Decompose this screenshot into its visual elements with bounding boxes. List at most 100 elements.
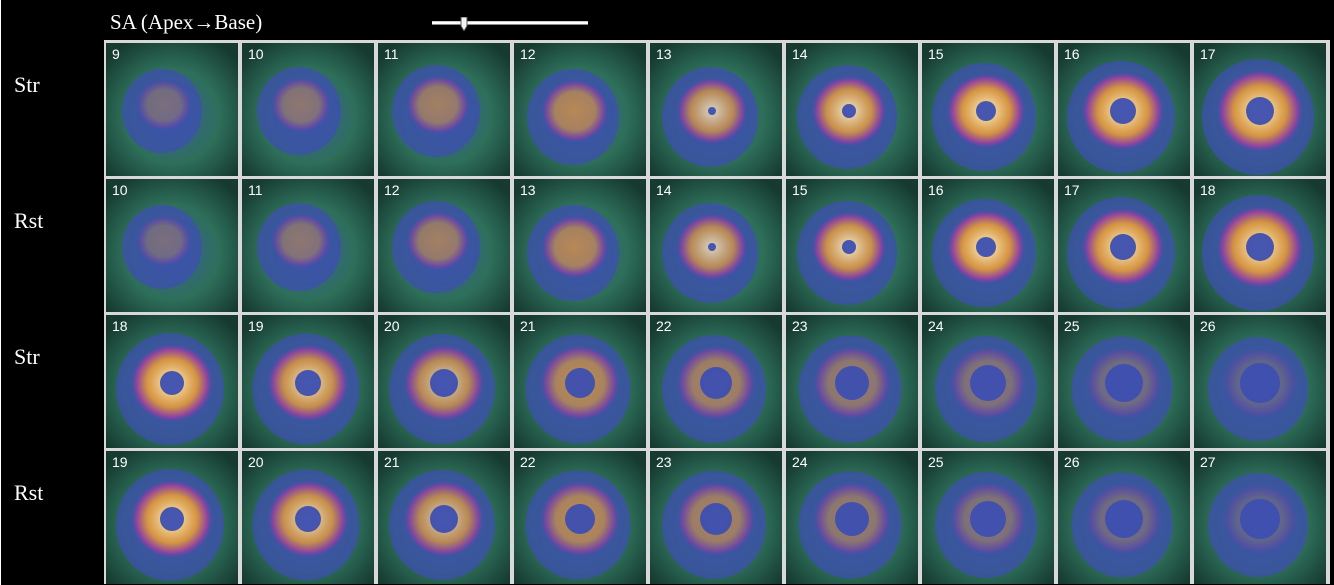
slice-tile-stress-2-26[interactable]: 26 xyxy=(1194,315,1326,448)
slice-tile-stress-2-18[interactable]: 18 xyxy=(106,315,238,448)
myocardium-image xyxy=(242,315,374,448)
slice-tile-rest-1-10[interactable]: 10 xyxy=(106,179,238,312)
slice-number: 26 xyxy=(1064,454,1080,470)
myocardium-image xyxy=(106,179,238,312)
window-edge xyxy=(0,0,1,585)
myocardium-image xyxy=(1194,315,1326,448)
row-label-stress-1: Str xyxy=(14,72,40,97)
slice-number: 16 xyxy=(1064,46,1080,62)
myocardium-image xyxy=(1194,451,1326,584)
slice-number: 10 xyxy=(112,182,128,198)
slice-tile-rest-1-14[interactable]: 14 xyxy=(650,179,782,312)
myocardium-image xyxy=(514,43,646,176)
slice-number: 12 xyxy=(384,182,400,198)
slice-number: 26 xyxy=(1200,318,1216,334)
slice-number: 23 xyxy=(792,318,808,334)
header-bar: SA (Apex→Base) xyxy=(102,8,1328,38)
slice-tile-stress-2-23[interactable]: 23 xyxy=(786,315,918,448)
myocardium-image xyxy=(922,179,1054,312)
slice-tile-rest-1-15[interactable]: 15 xyxy=(786,179,918,312)
myocardium-image xyxy=(378,43,510,176)
myocardium-image xyxy=(786,179,918,312)
slice-number: 22 xyxy=(656,318,672,334)
slice-number: 19 xyxy=(112,454,128,470)
slice-tile-rest-2-19[interactable]: 19 xyxy=(106,451,238,584)
slice-tile-stress-1-17[interactable]: 17 xyxy=(1194,43,1326,176)
slider-thumb-icon[interactable] xyxy=(460,17,468,31)
myocardium-image xyxy=(378,315,510,448)
slice-tile-stress-2-25[interactable]: 25 xyxy=(1058,315,1190,448)
slice-number: 24 xyxy=(792,454,808,470)
slice-tile-stress-2-22[interactable]: 22 xyxy=(650,315,782,448)
slice-number: 13 xyxy=(520,182,536,198)
myocardium-image xyxy=(1058,315,1190,448)
myocardium-image xyxy=(242,451,374,584)
slider-track[interactable] xyxy=(432,21,588,25)
slice-tile-rest-2-25[interactable]: 25 xyxy=(922,451,1054,584)
slice-grid: 9 10 11 12 13 14 15 16 17 10 11 12 13 14 15 16 17 18 18 19 2… xyxy=(104,40,1330,584)
slice-tile-rest-2-21[interactable]: 21 xyxy=(378,451,510,584)
slice-tile-rest-1-11[interactable]: 11 xyxy=(242,179,374,312)
myocardium-image xyxy=(650,315,782,448)
slice-number: 20 xyxy=(384,318,400,334)
slice-tile-rest-2-26[interactable]: 26 xyxy=(1058,451,1190,584)
row-label-rest-1: Rst xyxy=(14,208,44,233)
myocardium-image xyxy=(650,43,782,176)
slice-number: 18 xyxy=(1200,182,1216,198)
slice-tile-rest-2-27[interactable]: 27 xyxy=(1194,451,1326,584)
slice-tile-stress-1-13[interactable]: 13 xyxy=(650,43,782,176)
slice-tile-rest-2-23[interactable]: 23 xyxy=(650,451,782,584)
slice-tile-stress-2-19[interactable]: 19 xyxy=(242,315,374,448)
slice-number: 9 xyxy=(112,46,120,62)
slice-number: 12 xyxy=(520,46,536,62)
slice-tile-stress-1-16[interactable]: 16 xyxy=(1058,43,1190,176)
myocardium-image xyxy=(1194,179,1326,312)
slice-tile-rest-1-13[interactable]: 13 xyxy=(514,179,646,312)
slice-tile-rest-1-17[interactable]: 17 xyxy=(1058,179,1190,312)
myocardium-image xyxy=(1058,179,1190,312)
myocardium-image xyxy=(514,179,646,312)
myocardium-image xyxy=(378,451,510,584)
myocardium-image xyxy=(786,43,918,176)
myocardium-image xyxy=(786,451,918,584)
slice-tile-stress-2-20[interactable]: 20 xyxy=(378,315,510,448)
slice-number: 10 xyxy=(248,46,264,62)
slice-number: 17 xyxy=(1200,46,1216,62)
slice-tile-stress-1-9[interactable]: 9 xyxy=(106,43,238,176)
slice-tile-stress-1-14[interactable]: 14 xyxy=(786,43,918,176)
myocardium-image xyxy=(650,451,782,584)
myocardium-image xyxy=(650,179,782,312)
slice-tile-rest-1-16[interactable]: 16 xyxy=(922,179,1054,312)
myocardium-image xyxy=(242,179,374,312)
slice-number: 21 xyxy=(384,454,400,470)
slice-number: 16 xyxy=(928,182,944,198)
myocardium-image xyxy=(514,451,646,584)
slice-slider[interactable] xyxy=(432,17,588,31)
slice-tile-stress-1-12[interactable]: 12 xyxy=(514,43,646,176)
slice-number: 19 xyxy=(248,318,264,334)
row-labels: Str Rst Str Rst xyxy=(0,0,100,585)
slice-number: 13 xyxy=(656,46,672,62)
slice-tile-stress-2-21[interactable]: 21 xyxy=(514,315,646,448)
slice-tile-stress-2-24[interactable]: 24 xyxy=(922,315,1054,448)
slice-tile-rest-2-24[interactable]: 24 xyxy=(786,451,918,584)
myocardium-image xyxy=(514,315,646,448)
slice-number: 18 xyxy=(112,318,128,334)
slice-tile-rest-1-12[interactable]: 12 xyxy=(378,179,510,312)
slice-number: 11 xyxy=(384,46,399,62)
slice-number: 27 xyxy=(1200,454,1216,470)
myocardium-image xyxy=(242,43,374,176)
slice-tile-stress-1-10[interactable]: 10 xyxy=(242,43,374,176)
slice-tile-rest-2-22[interactable]: 22 xyxy=(514,451,646,584)
myocardium-image xyxy=(922,451,1054,584)
slice-tile-stress-1-11[interactable]: 11 xyxy=(378,43,510,176)
slice-number: 14 xyxy=(656,182,672,198)
slice-number: 20 xyxy=(248,454,264,470)
slice-number: 11 xyxy=(248,182,263,198)
myocardium-image xyxy=(786,315,918,448)
slice-tile-rest-2-20[interactable]: 20 xyxy=(242,451,374,584)
myocardium-image xyxy=(106,315,238,448)
slice-tile-stress-1-15[interactable]: 15 xyxy=(922,43,1054,176)
slice-tile-rest-1-18[interactable]: 18 xyxy=(1194,179,1326,312)
